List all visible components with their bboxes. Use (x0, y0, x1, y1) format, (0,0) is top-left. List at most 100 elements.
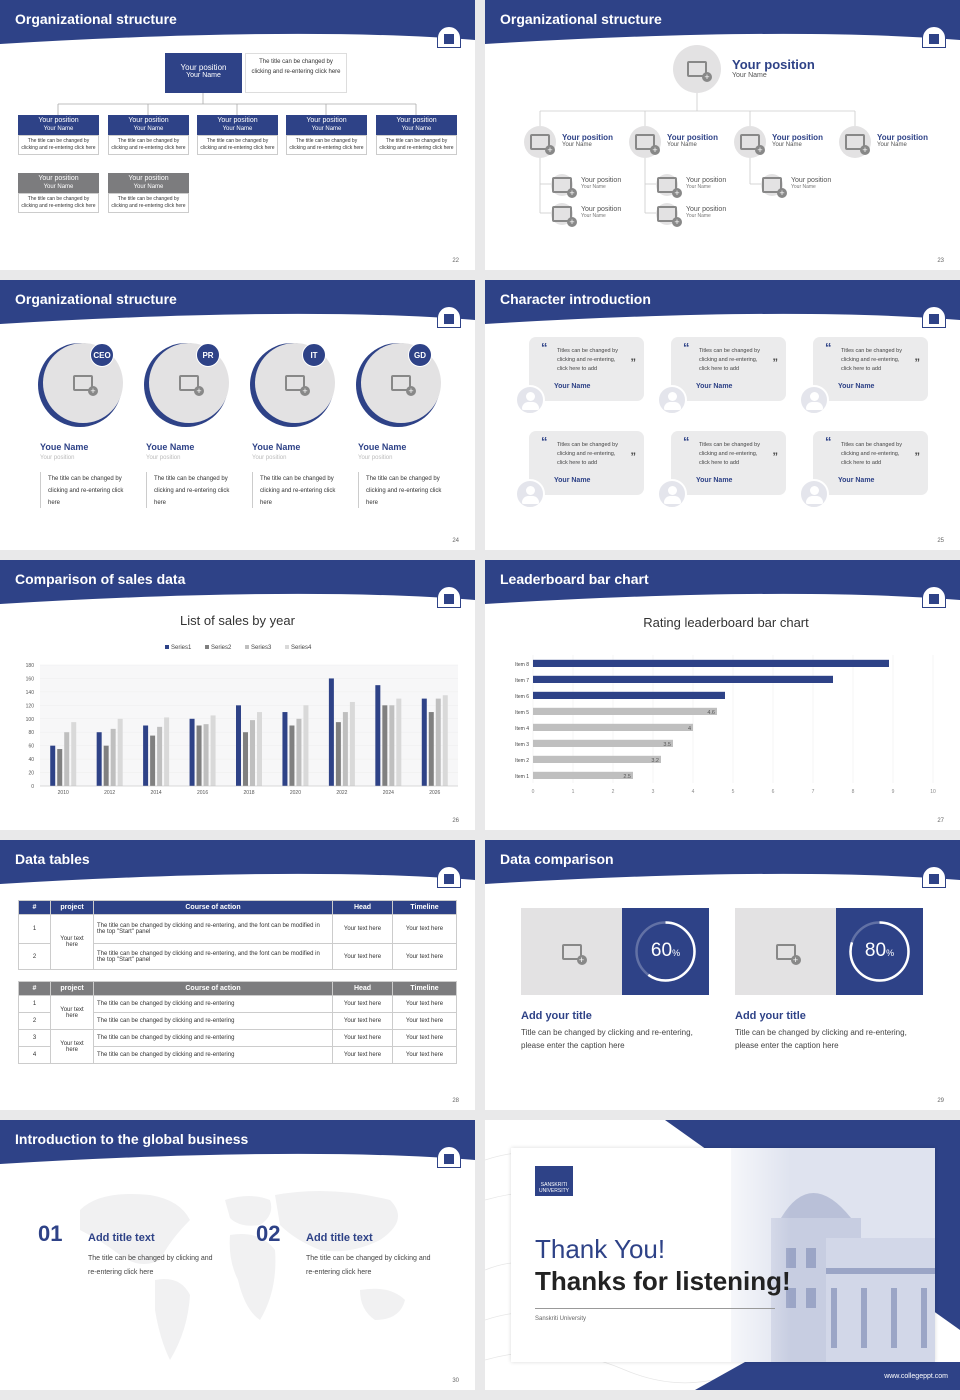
position-box: Your position Your Name The title can be c… (18, 115, 99, 155)
data-label: 4.6 (707, 710, 715, 716)
col-header: project (50, 981, 94, 996)
user-body (806, 402, 823, 410)
position-box-desc: The title can be changed by clicking and… (108, 193, 189, 213)
col-header: # (18, 900, 51, 915)
avatar-placeholder (734, 126, 766, 158)
slide-header: Character introduction (485, 280, 960, 330)
position-box-header: Your position Your Name (286, 115, 367, 135)
role-badge: GD (408, 343, 432, 367)
bar (428, 712, 434, 786)
data-table-1: # project Course of action Head Timeline… (18, 900, 457, 970)
item-description: The title can be changed by clicking and… (88, 1255, 213, 1276)
image-placeholder-icon (391, 375, 416, 396)
slide-27: Leaderboard bar chart Rating leaderboard… (485, 560, 960, 830)
person-name: Youe Name (40, 442, 89, 452)
position-label: Your position (686, 177, 727, 184)
bar (328, 678, 334, 786)
bar (96, 732, 102, 786)
image-placeholder-icon (561, 943, 587, 965)
data-label: 4 (688, 726, 691, 732)
x-tick-label: 5 (732, 789, 735, 795)
x-tick-label: 2024 (383, 790, 394, 796)
slide-title: Organizational structure (15, 291, 177, 307)
university-logo (437, 26, 461, 48)
org-person: Your position Your Name (791, 177, 831, 190)
user-head (668, 392, 677, 401)
chart-plot: 0 20 40 60 80 100 120 140 160 180 2010 2012 2014 2016… (26, 663, 458, 796)
slide-header: Organizational structure (485, 0, 960, 50)
bar (342, 712, 348, 786)
slide-30: Introduction to the global business 01 Ad… (0, 1120, 475, 1390)
person-description: The title can be changed by clicking and… (48, 476, 124, 506)
col-header: Course of action (93, 981, 333, 996)
desc-divider (40, 472, 41, 508)
row-number: 3 (18, 1029, 51, 1047)
position-box-header: Your position Your Name (376, 115, 457, 135)
category-label: Item 2 (515, 758, 529, 764)
image-placeholder-icon (657, 206, 682, 227)
data-label: 3.2 (651, 758, 659, 764)
person-position: Your position (40, 455, 75, 461)
slide-title: Comparison of sales data (15, 571, 186, 587)
x-tick-label: 4 (692, 789, 695, 795)
org-person: Your position Your Name (581, 177, 621, 190)
org-person: Your position Your Name (667, 133, 718, 148)
slide-header: Leaderboard bar chart (485, 560, 960, 610)
bar (389, 705, 395, 786)
x-tick-label: 2010 (58, 790, 69, 796)
head-cell: Your text here (332, 995, 393, 1013)
row-number: 1 (18, 914, 51, 944)
bar (396, 698, 402, 786)
slide-header: Organizational structure (0, 0, 475, 50)
bar (50, 745, 56, 786)
bar (421, 698, 427, 786)
chart-title: Rating leaderboard bar chart (643, 615, 809, 630)
progress-ring (635, 921, 696, 982)
percent-panel: 60% (622, 908, 709, 995)
top-avatar (673, 45, 721, 93)
org-connectors (539, 93, 856, 214)
avatar-placeholder (735, 908, 836, 995)
bar (57, 749, 63, 786)
testimonial-text: Titles can be changed by clicking and re… (699, 348, 760, 372)
action-cell: The title can be changed by clicking and… (93, 1029, 333, 1047)
page-number: 27 (937, 818, 944, 824)
col-header: Course of action (93, 900, 333, 915)
slide-23: Organizational structure Your position Y… (485, 0, 960, 270)
bar (157, 726, 163, 786)
legend-swatch (205, 645, 209, 649)
quote-open-icon: “ (541, 434, 548, 449)
bar (164, 717, 170, 786)
x-tick-label: 7 (812, 789, 815, 795)
slide-title: Organizational structure (15, 11, 177, 27)
row-number: 2 (18, 1012, 51, 1030)
bar (533, 739, 673, 747)
item-number: 02 (256, 1221, 281, 1246)
action-cell: The title can be changed by clicking and… (93, 1046, 333, 1064)
position-box-desc: The title can be changed by clicking and… (108, 135, 189, 155)
category-label: Item 5 (515, 710, 529, 716)
x-tick-label: 2014 (151, 790, 162, 796)
avatar-placeholder (656, 203, 682, 227)
website-url[interactable]: www.collegeppt.com (884, 1373, 948, 1380)
bar (189, 718, 195, 786)
user-avatar-icon (657, 479, 687, 509)
testimonial-name: Your Name (696, 477, 733, 484)
org-person: Your position Your Name (772, 133, 823, 148)
quote-close-icon: ” (914, 451, 921, 463)
legend-swatch (285, 645, 289, 649)
category-label: Item 7 (515, 678, 529, 684)
x-tick-label: 6 (772, 789, 775, 795)
user-head (810, 392, 819, 401)
timeline-cell: Your text here (392, 1012, 457, 1030)
image-placeholder-icon (740, 134, 765, 155)
name-label: Your Name (311, 126, 342, 132)
bar (117, 718, 123, 786)
slide-title: Introduction to the global business (15, 1131, 249, 1147)
name-label: Your Name (133, 126, 164, 132)
avatar-placeholder (551, 203, 577, 227)
thank-you-text: Thank You! (535, 1234, 666, 1264)
item-heading: Add title text (306, 1232, 373, 1244)
image-placeholder-icon (285, 375, 310, 396)
user-avatar-icon (515, 385, 545, 415)
